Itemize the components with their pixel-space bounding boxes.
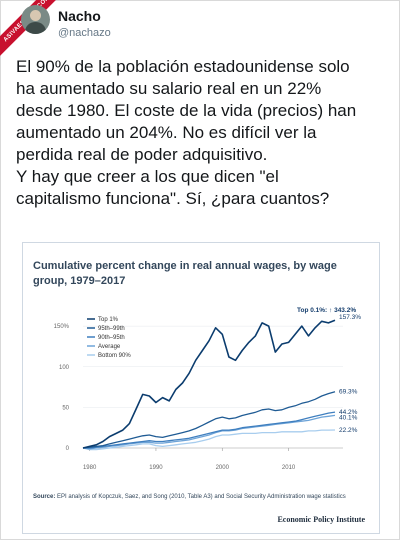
end-value-label: 40.1% xyxy=(339,414,358,421)
legend-label: 95th–99th xyxy=(98,326,125,332)
legend-label: Top 1% xyxy=(98,317,119,323)
x-tick-label: 1990 xyxy=(149,465,163,471)
x-tick-label: 2000 xyxy=(216,465,230,471)
line-chart: 0 50 100 150% 1980 1990 2000 2010 157.3% 69.3% 44.… xyxy=(54,307,362,471)
end-value-label: 44.2% xyxy=(339,409,358,416)
user-name[interactable]: Nacho xyxy=(58,8,101,24)
top-0-1-annotation: Top 0.1%: ↑ 343.2% xyxy=(297,307,356,314)
legend-label: 90th–95th xyxy=(98,335,125,341)
avatar[interactable] xyxy=(21,5,50,34)
avatar-head xyxy=(30,10,41,21)
source-label: Source: xyxy=(33,494,56,500)
y-tick-label: 100 xyxy=(59,365,70,371)
chart-title: Cumulative percent change in real annual… xyxy=(33,260,337,287)
chart-source: Source: EPI analysis of Kopczuk, Saez, a… xyxy=(33,493,363,501)
end-value-label: 22.2% xyxy=(339,427,358,434)
y-tick-label: 50 xyxy=(62,405,69,411)
x-tick-label: 2010 xyxy=(282,465,296,471)
user-handle[interactable]: @nachazo xyxy=(58,27,111,39)
series-line xyxy=(82,319,336,449)
end-value-label: 157.3% xyxy=(339,314,361,321)
series-line xyxy=(82,391,336,449)
y-tick-label: 0 xyxy=(66,446,70,452)
avatar-body xyxy=(25,22,46,34)
tweet-text: El 90% de la población estadounidense so… xyxy=(16,57,357,208)
y-tick-label: 150% xyxy=(54,324,70,330)
series-line xyxy=(83,411,336,449)
end-value-label: 69.3% xyxy=(339,389,358,396)
source-text: EPI analysis of Kopczuk, Saez, and Song … xyxy=(55,494,346,500)
chart-card: Cumulative percent change in real annual… xyxy=(22,242,380,534)
legend-label: Bottom 90% xyxy=(98,353,131,359)
series-line xyxy=(82,414,336,450)
x-tick-label: 1980 xyxy=(83,465,97,471)
publisher-logo: Economic Policy Institute xyxy=(277,515,365,524)
series-line xyxy=(82,429,336,451)
legend-label: Average xyxy=(98,344,121,350)
